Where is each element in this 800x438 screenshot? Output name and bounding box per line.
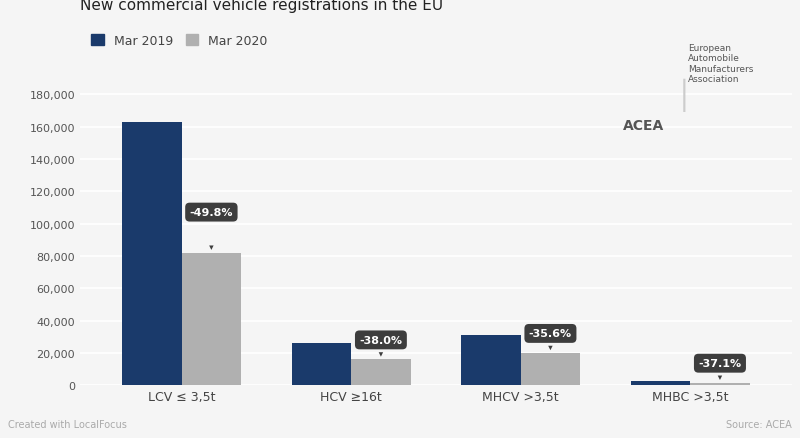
Bar: [521, 353, 580, 385]
Bar: [122, 122, 182, 385]
Text: │: │: [676, 79, 693, 112]
Text: -49.8%: -49.8%: [190, 208, 233, 251]
Legend: Mar 2019, Mar 2020: Mar 2019, Mar 2020: [86, 30, 272, 53]
Text: -37.1%: -37.1%: [698, 358, 742, 380]
Text: ACEA: ACEA: [623, 118, 665, 132]
Text: -35.6%: -35.6%: [529, 328, 572, 350]
Bar: [462, 336, 521, 385]
Text: New commercial vehicle registrations in the EU: New commercial vehicle registrations in …: [80, 0, 443, 13]
Bar: [351, 360, 410, 385]
Text: European
Automobile
Manufacturers
Association: European Automobile Manufacturers Associ…: [688, 44, 754, 84]
Text: Source: ACEA: Source: ACEA: [726, 419, 792, 429]
Bar: [182, 253, 241, 385]
Text: Created with LocalFocus: Created with LocalFocus: [8, 419, 127, 429]
Text: -38.0%: -38.0%: [359, 335, 402, 357]
Bar: [690, 383, 750, 385]
Bar: [292, 343, 351, 385]
Bar: [631, 381, 690, 385]
